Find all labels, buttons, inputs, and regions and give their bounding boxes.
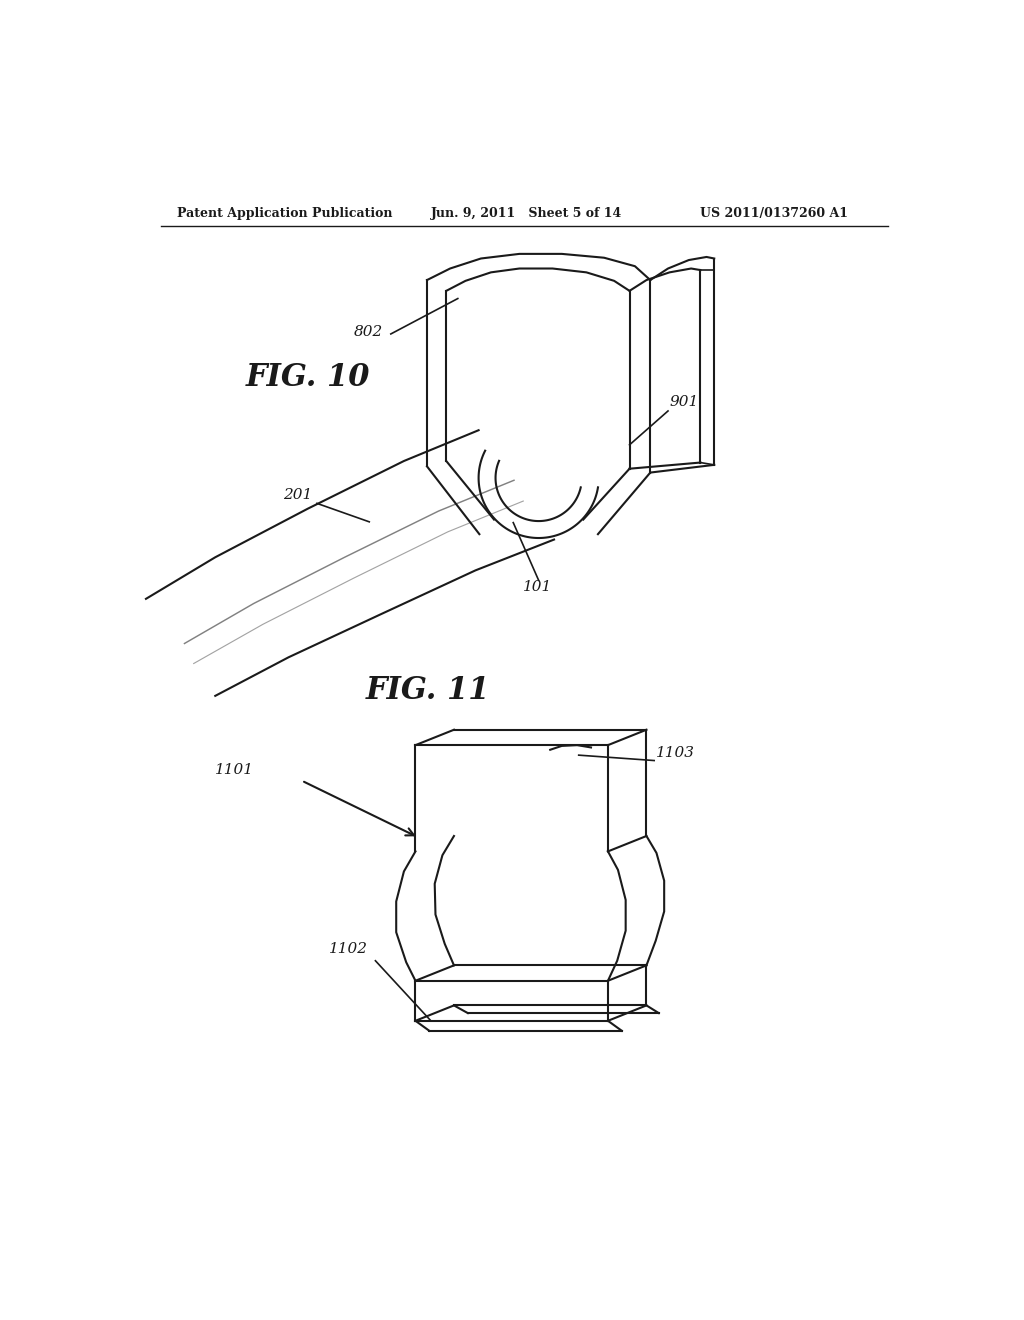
Text: FIG. 10: FIG. 10 bbox=[246, 362, 371, 392]
Text: 201: 201 bbox=[283, 488, 312, 502]
Text: US 2011/0137260 A1: US 2011/0137260 A1 bbox=[700, 207, 848, 220]
Text: 802: 802 bbox=[354, 325, 383, 338]
Text: 1102: 1102 bbox=[330, 942, 369, 956]
Text: FIG. 11: FIG. 11 bbox=[366, 675, 489, 706]
Text: 1101: 1101 bbox=[215, 763, 254, 777]
Text: Jun. 9, 2011   Sheet 5 of 14: Jun. 9, 2011 Sheet 5 of 14 bbox=[431, 207, 623, 220]
Text: 1103: 1103 bbox=[655, 747, 694, 760]
Text: Patent Application Publication: Patent Application Publication bbox=[177, 207, 392, 220]
Text: 101: 101 bbox=[523, 581, 553, 594]
Text: 901: 901 bbox=[670, 396, 698, 409]
